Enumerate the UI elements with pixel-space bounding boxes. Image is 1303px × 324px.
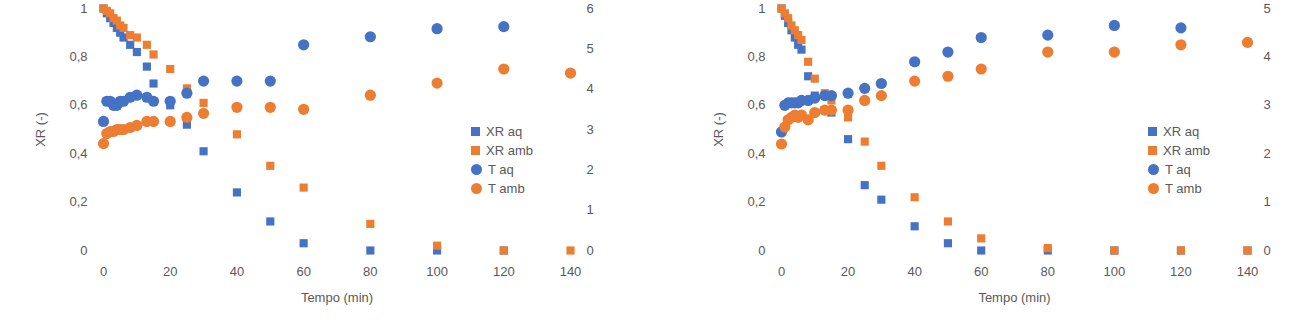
svg-text:40: 40	[230, 264, 244, 279]
svg-text:0,2: 0,2	[69, 194, 87, 209]
svg-text:0,6: 0,6	[747, 97, 765, 112]
svg-text:2: 2	[1264, 146, 1271, 161]
html-text:T amb: T amb	[488, 181, 525, 196]
svg-text:0,8: 0,8	[69, 49, 87, 64]
svg-text:3: 3	[587, 122, 594, 137]
html-text:T aq: T aq	[488, 162, 514, 177]
svg-text:100: 100	[1104, 264, 1126, 279]
svg-text:XR (-): XR (-)	[33, 112, 48, 147]
svg-text:0,8: 0,8	[747, 49, 765, 64]
svg-text:80: 80	[363, 264, 377, 279]
svg-text:6: 6	[587, 1, 594, 16]
svg-text:Tempo (min): Tempo (min)	[978, 290, 1050, 305]
svg-text:1: 1	[758, 1, 765, 16]
svg-text:0,2: 0,2	[747, 194, 765, 209]
svg-text:0: 0	[778, 264, 785, 279]
html-text:XR aq: XR aq	[1163, 124, 1200, 139]
svg-text:120: 120	[493, 264, 515, 279]
svg-text:60: 60	[974, 264, 988, 279]
svg-text:0,4: 0,4	[747, 146, 765, 161]
svg-text:4: 4	[1264, 49, 1271, 64]
svg-text:0: 0	[587, 243, 594, 258]
html-text:T aq: T aq	[1165, 162, 1191, 177]
svg-text:3: 3	[1264, 97, 1271, 112]
svg-text:5: 5	[1264, 1, 1271, 16]
html-text:XR amb: XR amb	[1163, 143, 1210, 158]
svg-text:80: 80	[1041, 264, 1055, 279]
svg-text:20: 20	[841, 264, 855, 279]
svg-text:0: 0	[758, 243, 765, 258]
svg-text:1: 1	[80, 1, 87, 16]
svg-text:5: 5	[587, 41, 594, 56]
svg-text:4: 4	[587, 81, 594, 96]
svg-text:0: 0	[1264, 243, 1271, 258]
svg-text:40: 40	[907, 264, 921, 279]
html-text:XR aq: XR aq	[486, 124, 523, 139]
svg-text:140: 140	[560, 264, 582, 279]
svg-text:XR (-): XR (-)	[711, 112, 726, 147]
svg-text:2: 2	[587, 162, 594, 177]
svg-text:140: 140	[1237, 264, 1259, 279]
svg-text:100: 100	[426, 264, 448, 279]
svg-text:0,6: 0,6	[69, 97, 87, 112]
html-text:T amb: T amb	[1165, 181, 1202, 196]
svg-text:0,4: 0,4	[69, 146, 87, 161]
svg-text:0: 0	[80, 243, 87, 258]
svg-text:20: 20	[163, 264, 177, 279]
svg-text:0: 0	[100, 264, 107, 279]
html-text:XR amb: XR amb	[486, 143, 533, 158]
svg-text:120: 120	[1170, 264, 1192, 279]
svg-text:Tempo (min): Tempo (min)	[301, 290, 373, 305]
svg-text:1: 1	[1264, 194, 1271, 209]
svg-text:1: 1	[587, 202, 594, 217]
svg-text:60: 60	[296, 264, 310, 279]
